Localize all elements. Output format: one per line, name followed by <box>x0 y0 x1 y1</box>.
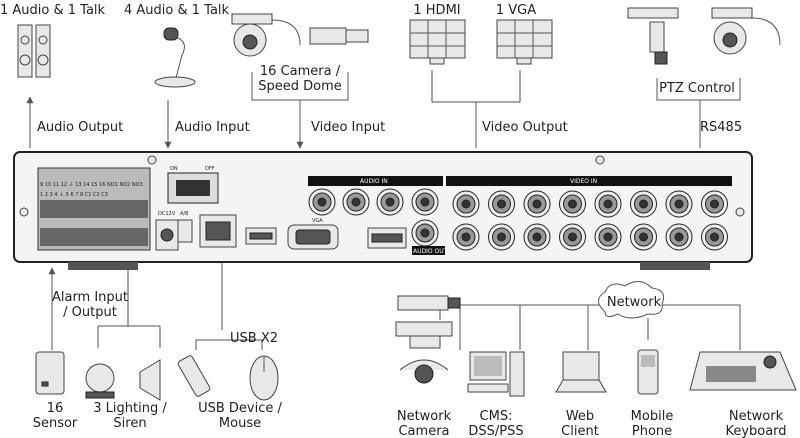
bnc-connector <box>532 232 542 242</box>
label: CMS: <box>480 409 513 424</box>
speakers <box>17 24 51 78</box>
bnc-connector <box>603 232 613 242</box>
bnc-connector <box>461 232 471 242</box>
label: Alarm Input <box>52 290 128 305</box>
label: RS485 <box>700 120 742 135</box>
terminal-label: 9 10 11 12 ⏚ 13 14 15 16 NO1 NO2 NO3 <box>40 181 143 188</box>
microphone <box>154 27 196 88</box>
panel-label: VGA <box>312 218 323 224</box>
bnc-connector <box>317 197 327 207</box>
bnc-connector <box>674 199 684 209</box>
bnc-connector <box>385 197 395 207</box>
panel-label: OFF <box>205 166 215 172</box>
label: DSS/PSS <box>468 424 523 438</box>
label: Sensor <box>33 416 78 431</box>
label: / Output <box>63 305 117 320</box>
label: 4 Audio & 1 Talk <box>124 3 230 18</box>
label: Keyboard <box>725 424 786 438</box>
bnc-connector <box>420 197 430 207</box>
bnc-connector <box>351 197 361 207</box>
label: 3 Lighting / <box>93 401 167 416</box>
connectors <box>26 70 741 149</box>
label: 1 HDMI <box>413 3 460 18</box>
label: PTZ Control <box>659 81 735 96</box>
label: Speed Dome <box>258 79 342 94</box>
panel-label: AUDIO OUT <box>413 248 448 255</box>
label: USB Device / <box>198 401 282 416</box>
network-cloud <box>598 281 665 319</box>
label: 16 Camera / <box>260 64 341 79</box>
label: Audio Output <box>37 120 123 135</box>
panel-label: A/B <box>180 211 189 217</box>
label: Audio Input <box>175 120 250 135</box>
label: Web <box>566 409 594 424</box>
label: Network <box>729 409 784 424</box>
label: 1 Audio & 1 Talk <box>0 3 106 18</box>
bnc-connector <box>568 199 577 209</box>
bnc-connector <box>497 199 506 209</box>
panel-label: AUDIO IN <box>360 178 388 185</box>
label: Network <box>607 295 662 310</box>
label: Video Input <box>311 120 385 135</box>
label: Siren <box>113 416 146 431</box>
bnc-connector <box>639 199 648 209</box>
bottom-devices <box>35 295 797 401</box>
label: Mobile <box>631 409 674 424</box>
bnc-connector <box>532 199 542 209</box>
panel-label: VIDEO IN <box>570 178 597 185</box>
bnc-connector <box>461 199 471 209</box>
terminal-label: 1 2 3 4 ⏚ 5 6 7 8 C1 C2 C3 <box>40 191 108 198</box>
cameras <box>231 13 369 57</box>
bnc-connector <box>603 199 613 209</box>
bnc-connector <box>674 232 684 242</box>
label: Camera <box>398 424 449 438</box>
monitors <box>409 19 553 65</box>
panel-label: ON <box>170 166 178 172</box>
ptz-cameras <box>627 7 781 65</box>
label: Phone <box>632 424 672 438</box>
label: USB X2 <box>230 331 278 346</box>
label: 1 VGA <box>496 3 536 18</box>
label: Mouse <box>219 416 261 431</box>
label: Client <box>561 424 599 438</box>
bnc-connector <box>710 232 719 242</box>
label: Network <box>397 409 452 424</box>
dvr-panel: 9 10 11 12 ⏚ 13 14 15 16 NO1 NO2 NO3 1 2… <box>13 151 753 270</box>
bnc-connector <box>568 232 577 242</box>
bnc-connector <box>639 232 648 242</box>
bnc-connector <box>420 228 430 238</box>
bnc-connector <box>497 232 506 242</box>
label: 16 <box>47 401 64 416</box>
label: Video Output <box>482 120 568 135</box>
panel-label: DC12V <box>158 211 176 217</box>
bnc-connector <box>710 199 719 209</box>
connectors <box>48 262 741 350</box>
